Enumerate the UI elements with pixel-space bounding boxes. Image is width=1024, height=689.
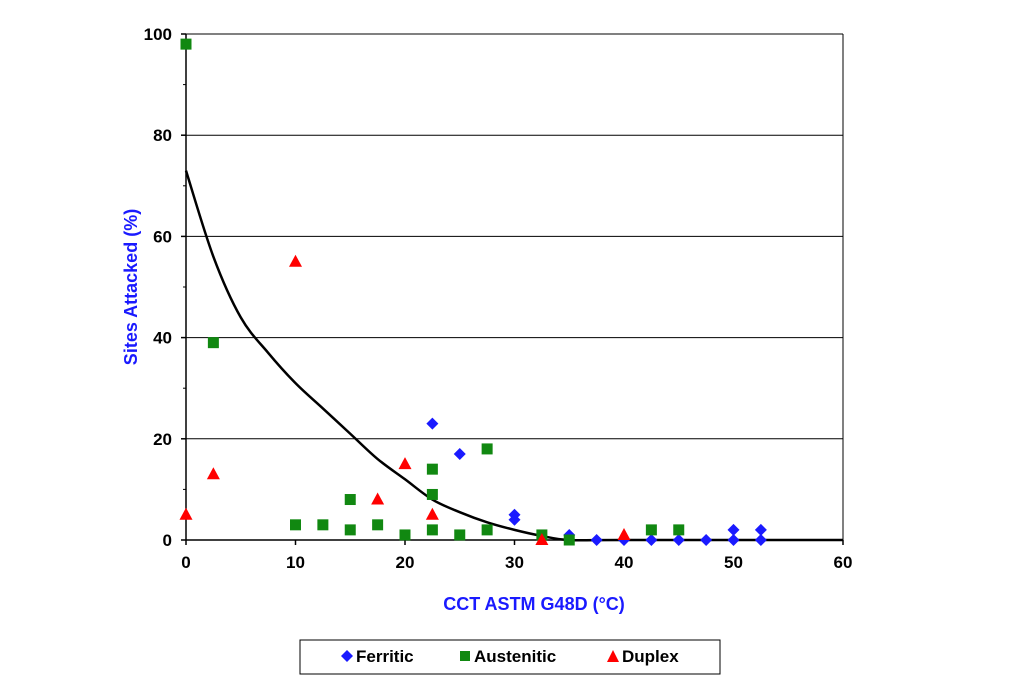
austenitic-point-7 [399,529,411,541]
austenitic-point-17 [673,524,685,536]
duplex-point-1 [206,467,220,480]
austenitic-point-4 [344,494,356,506]
austenitic-point-5 [344,524,356,536]
austenitic-point-15 [563,534,575,546]
duplex-point-0 [179,507,193,520]
ferritic-point-0 [426,417,439,430]
y-tick-label-3: 60 [153,227,172,246]
ferritic-point-5 [590,534,603,546]
duplex-point-5 [425,507,439,520]
plot-area [186,34,843,540]
ferritic-point-11 [727,534,740,546]
austenitic-point-0 [180,38,192,50]
ferritic-point-10 [727,523,740,536]
y-tick-label-4: 80 [153,126,172,145]
duplex-point-3 [371,492,385,505]
legend-box [299,639,721,675]
x-tick-label-3: 30 [505,553,524,572]
ferritic-point-7 [645,534,658,546]
ferritic-point-8 [672,534,685,546]
ferritic-point-9 [700,534,713,546]
y-tick-label-2: 40 [153,329,172,348]
austenitic-point-3 [317,519,329,531]
austenitic-point-2 [290,519,301,531]
legend-duplex-label: Duplex [622,647,679,666]
duplex-point-6 [535,533,549,545]
axis-ticks: 0 20 40 60 80 100 0 10 20 30 40 50 60 [144,25,853,572]
legend-austenitic-label: Austenitic [474,647,556,666]
ferritic-point-1 [453,447,466,460]
x-tick-label-6: 60 [834,553,853,572]
legend-duplex-marker [607,650,619,662]
duplex-point-7 [617,527,631,540]
austenitic-point-12 [481,443,493,455]
duplex-point-2 [289,254,302,267]
x-axis-title: CCT ASTM G48D (°C) [443,594,625,614]
grid-lines [186,134,843,440]
legend: Ferritic Austenitic Duplex [299,639,721,675]
austenitic-point-9 [426,488,438,500]
legend-austenitic-marker [460,651,470,661]
austenitic-point-11 [454,529,466,541]
y-tick-label-1: 20 [153,430,172,449]
austenitic-point-1 [207,337,219,349]
duplex-point-4 [398,457,412,470]
legend-ferritic-label: Ferritic [356,647,414,666]
y-tick-label-5: 100 [144,25,172,44]
legend-ferritic-marker [341,650,353,662]
austenitic-point-10 [426,524,438,536]
y-tick-label-0: 0 [163,531,172,550]
x-tick-label-0: 0 [181,553,190,572]
x-tick-label-5: 50 [724,553,743,572]
ferritic-point-12 [754,523,767,536]
austenitic-point-8 [426,463,438,475]
y-axis-title: Sites Attacked (%) [121,209,141,365]
x-tick-label-2: 20 [396,553,415,572]
ferritic-point-3 [508,513,521,526]
ferritic-point-13 [754,534,767,546]
x-tick-label-4: 40 [615,553,634,572]
austenitic-point-16 [645,524,657,536]
austenitic-point-13 [481,524,493,536]
data-points [179,38,767,546]
austenitic-point-6 [372,519,384,531]
x-tick-label-1: 10 [286,553,305,572]
